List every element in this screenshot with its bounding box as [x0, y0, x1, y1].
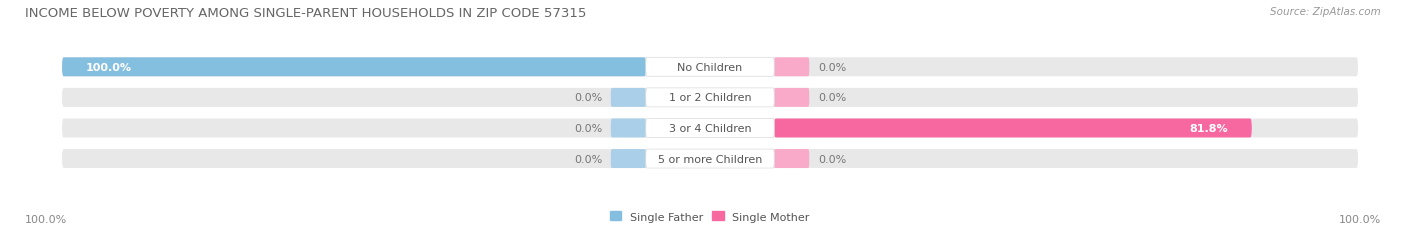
Text: 100.0%: 100.0%	[86, 63, 131, 73]
FancyBboxPatch shape	[645, 58, 775, 77]
FancyBboxPatch shape	[62, 58, 1358, 77]
Text: 0.0%: 0.0%	[818, 63, 846, 73]
FancyBboxPatch shape	[62, 149, 1358, 168]
FancyBboxPatch shape	[610, 149, 645, 168]
Text: 5 or more Children: 5 or more Children	[658, 154, 762, 164]
Text: No Children: No Children	[678, 63, 742, 73]
FancyBboxPatch shape	[62, 58, 645, 77]
Text: 1 or 2 Children: 1 or 2 Children	[669, 93, 751, 103]
FancyBboxPatch shape	[645, 149, 775, 168]
Legend: Single Father, Single Mother: Single Father, Single Mother	[610, 211, 810, 222]
FancyBboxPatch shape	[775, 88, 810, 107]
Text: 100.0%: 100.0%	[25, 214, 67, 224]
FancyBboxPatch shape	[775, 58, 810, 77]
FancyBboxPatch shape	[775, 149, 810, 168]
Text: 100.0%: 100.0%	[1339, 214, 1381, 224]
FancyBboxPatch shape	[62, 119, 1358, 138]
Text: INCOME BELOW POVERTY AMONG SINGLE-PARENT HOUSEHOLDS IN ZIP CODE 57315: INCOME BELOW POVERTY AMONG SINGLE-PARENT…	[25, 7, 586, 20]
FancyBboxPatch shape	[645, 88, 775, 107]
Text: 0.0%: 0.0%	[818, 154, 846, 164]
Text: 3 or 4 Children: 3 or 4 Children	[669, 123, 751, 133]
Text: 0.0%: 0.0%	[574, 154, 602, 164]
Text: 0.0%: 0.0%	[818, 93, 846, 103]
FancyBboxPatch shape	[775, 119, 1251, 138]
Text: 0.0%: 0.0%	[574, 93, 602, 103]
Text: 81.8%: 81.8%	[1189, 123, 1229, 133]
FancyBboxPatch shape	[62, 88, 1358, 107]
FancyBboxPatch shape	[645, 119, 775, 138]
FancyBboxPatch shape	[610, 88, 645, 107]
FancyBboxPatch shape	[610, 119, 645, 138]
Text: 0.0%: 0.0%	[574, 123, 602, 133]
Text: Source: ZipAtlas.com: Source: ZipAtlas.com	[1270, 7, 1381, 17]
